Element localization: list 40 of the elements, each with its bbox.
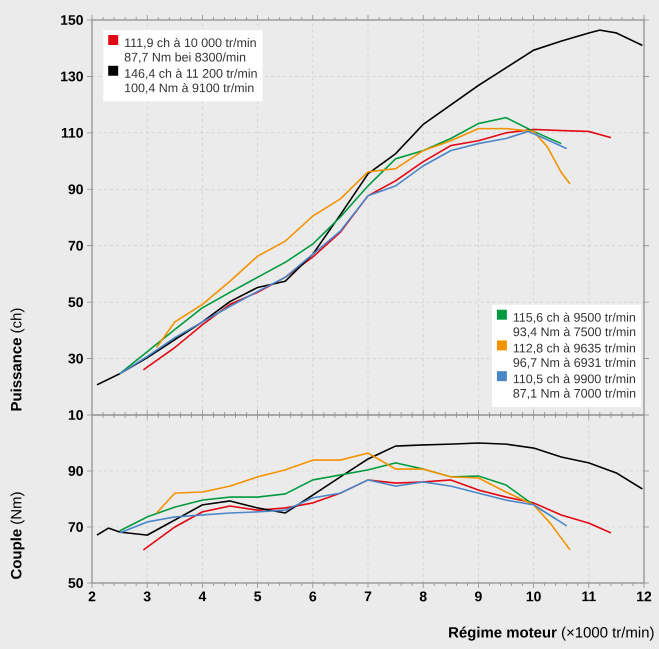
line-series	[142, 479, 612, 551]
y-tick-label: 30	[68, 354, 83, 364]
y-tick-label: 10	[68, 410, 83, 420]
legend-label: 115,6 ch à 9500 tr/min	[514, 312, 636, 324]
text: 96,7 Nm à 6931 tr/min	[513, 358, 636, 368]
y-tick-label: 50	[68, 297, 83, 308]
y-tick-label: 130	[61, 71, 83, 82]
x-tick-label: 8	[420, 592, 427, 602]
legend-label: 110,5 ch à 9900 tr/min	[514, 374, 636, 385]
y-tick-label: 110	[62, 128, 83, 138]
x-tick-label: 7	[364, 592, 372, 602]
text: 93,4 Nm à 7500 tr/min	[513, 326, 636, 338]
x-tick-label: 5	[254, 592, 262, 602]
text: 87,1 Nm à 7000 tr/min	[513, 388, 636, 400]
line-series	[96, 442, 644, 536]
y-tick-label: 70	[68, 240, 83, 251]
legend-label: 111,9 ch à 10 000 tr/min	[125, 38, 256, 49]
line-series	[156, 452, 571, 551]
line-series	[96, 29, 644, 386]
x-tick-label: 6	[309, 592, 316, 602]
x-axis-title: Régime moteur (×1000 tr/min)	[449, 626, 654, 641]
x-tick-label: 2	[88, 592, 96, 602]
text: 100,4 Nm à 9100 tr/min	[125, 83, 254, 94]
y-axis-title: Couple (Nm)	[10, 492, 24, 579]
y-tick-label: 90	[68, 466, 83, 476]
y-tick-label: 70	[68, 522, 83, 532]
y-tick-label: 50	[68, 578, 83, 588]
x-tick-label: 11	[582, 592, 596, 602]
text: 87,7 Nm bei 8300/min	[124, 52, 246, 64]
line-series	[118, 479, 568, 534]
x-tick-label: 12	[637, 592, 652, 602]
x-tick-label: 10	[526, 592, 541, 602]
legend-label: 146,4 ch à 11 200 tr/min	[125, 68, 257, 80]
x-tick-label: 9	[475, 592, 482, 602]
x-tick-label: 4	[198, 592, 206, 602]
legend-label: 112,8 ch à 9635 tr/min	[514, 343, 636, 354]
y-tick-label: 90	[68, 184, 83, 194]
x-tick-label: 3	[144, 592, 151, 602]
y-tick-label: 150	[61, 15, 83, 25]
y-axis-title: Puissance (ch)	[10, 308, 24, 410]
